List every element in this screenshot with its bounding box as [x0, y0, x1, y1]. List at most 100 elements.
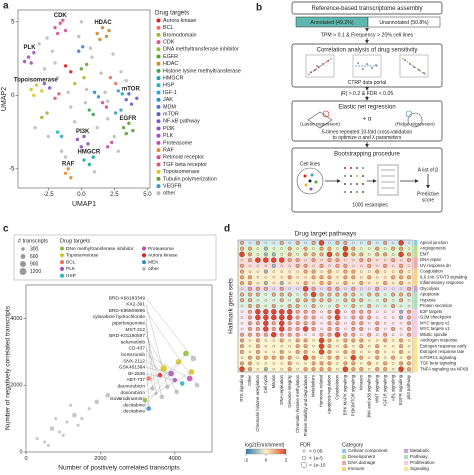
- dot: [312, 344, 315, 348]
- dot: [240, 316, 244, 319]
- dot: [351, 361, 356, 366]
- dot: [391, 362, 395, 365]
- dot: [247, 367, 252, 372]
- dot: [319, 275, 324, 280]
- dot: [367, 287, 371, 291]
- category-strip: [414, 320, 418, 327]
- dot: [391, 355, 396, 360]
- dot: [375, 339, 379, 342]
- row-band: [238, 354, 413, 361]
- dot: [375, 310, 379, 313]
- dot: [263, 257, 269, 263]
- leader-line: [145, 316, 153, 389]
- legend-title: Drug targets: [60, 238, 91, 244]
- dot: [303, 269, 308, 274]
- dot: [248, 350, 252, 354]
- dot: [247, 258, 252, 263]
- point: [79, 145, 84, 149]
- dot: [255, 326, 260, 331]
- dot: [264, 339, 268, 342]
- step-box: [291, 147, 443, 213]
- dot: [303, 263, 308, 268]
- dot: [343, 298, 348, 303]
- dot: [311, 309, 316, 314]
- point: [98, 37, 102, 42]
- column-label: DNA replication: [279, 374, 284, 404]
- dot: [295, 309, 300, 314]
- dot: [239, 246, 244, 251]
- dot: [383, 344, 387, 348]
- legend-label: Topoisomerase: [163, 169, 200, 175]
- dot: [255, 349, 260, 354]
- dot: [398, 251, 404, 258]
- dot: [287, 326, 292, 331]
- category-strip: [414, 245, 418, 252]
- step-box: [291, 100, 443, 142]
- dot: [280, 247, 283, 250]
- column-label: Chromatin histone methylation: [295, 374, 300, 433]
- point: [96, 95, 101, 99]
- legend-label: JAK: [163, 97, 173, 103]
- dot: [367, 344, 371, 348]
- legend-swatch: [142, 246, 146, 251]
- point: [127, 121, 131, 125]
- dot: [399, 349, 404, 354]
- row-label: TNFA signaling via NFKB: [420, 366, 468, 371]
- size-legend-label: 900: [30, 261, 39, 267]
- legend-label: TGF beta receptor: [163, 162, 207, 168]
- dot: [296, 253, 299, 256]
- category-strip: [414, 331, 418, 338]
- row-label: Androgen response: [420, 338, 458, 343]
- dot: [351, 309, 356, 314]
- point: [113, 81, 118, 86]
- dot: [344, 258, 347, 262]
- dot: [367, 350, 371, 354]
- dot: [303, 321, 308, 326]
- dot: [407, 321, 412, 326]
- dot: [391, 303, 396, 308]
- step-title: Elastic net regression: [338, 105, 395, 111]
- dot: [263, 308, 269, 315]
- dot: [319, 252, 324, 257]
- dot: [240, 356, 244, 359]
- dot: [286, 314, 293, 321]
- dot: [247, 332, 252, 337]
- legend-label: CDK: [163, 40, 175, 46]
- dot: [391, 344, 395, 348]
- dot: [303, 298, 308, 303]
- dot: [351, 349, 356, 354]
- legend-label: VEGFR: [163, 184, 182, 190]
- dot: [287, 355, 292, 360]
- dot: [342, 366, 349, 372]
- dot: [287, 361, 292, 366]
- dot: [367, 299, 371, 302]
- point: [26, 55, 31, 59]
- dot: [375, 333, 379, 336]
- dot: [271, 257, 277, 263]
- dot: [288, 287, 291, 291]
- dot: [295, 315, 300, 320]
- point: [86, 142, 90, 146]
- dot: [383, 287, 387, 291]
- point: [61, 433, 66, 438]
- dot: [303, 246, 308, 251]
- dot: [367, 240, 372, 245]
- point: [113, 111, 118, 115]
- point: [105, 392, 111, 398]
- column-label: Protein stability and degradation: [303, 374, 308, 436]
- y-axis-label: Number of negatively correlated transcri…: [5, 305, 12, 430]
- dot: [263, 367, 268, 372]
- point: [92, 170, 97, 174]
- dot: [352, 264, 355, 268]
- dot: [383, 316, 387, 319]
- dot: [343, 361, 348, 366]
- dot: [288, 281, 291, 285]
- point: [34, 83, 39, 87]
- point-label: doxorubicin: [120, 390, 145, 396]
- dot: [272, 241, 276, 245]
- dot: [336, 339, 339, 342]
- point-label: CD-437: [128, 346, 145, 352]
- legend-label: Retinoid receptor: [163, 155, 204, 161]
- dot: [311, 326, 316, 331]
